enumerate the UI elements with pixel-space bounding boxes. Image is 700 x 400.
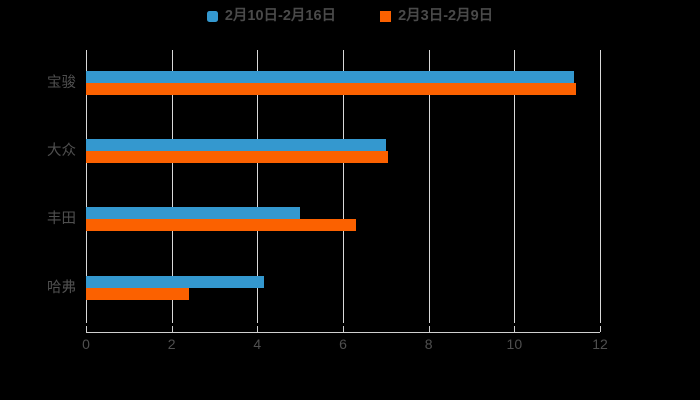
x-axis-tick-label: 12 xyxy=(592,336,608,352)
bar-1-4[interactable] xyxy=(86,275,264,288)
bar-1-1[interactable] xyxy=(86,70,575,83)
x-axis-tick xyxy=(86,326,87,332)
x-axis-tick xyxy=(600,326,601,332)
chart-legend: 2月10日-2月16日 2月3日-2月9日 xyxy=(0,0,700,32)
x-gridline xyxy=(514,50,516,323)
y-axis-category-label: 宝骏 xyxy=(47,74,76,91)
legend-swatch-icon-series-1 xyxy=(206,10,218,22)
x-axis-line xyxy=(86,332,600,333)
plot-area xyxy=(86,50,601,323)
x-axis-tick xyxy=(428,326,430,332)
y-axis-category-label: 丰田 xyxy=(47,211,76,228)
x-axis-tick-label: 4 xyxy=(253,336,262,352)
legend-item-series-2[interactable]: 2月3日-2月9日 xyxy=(380,9,493,24)
y-axis-category-label: 大众 xyxy=(47,143,76,159)
x-gridline xyxy=(428,50,430,323)
x-gridline xyxy=(600,50,601,323)
x-gridline xyxy=(86,50,87,323)
bar-1-2[interactable] xyxy=(86,139,386,151)
bar-2-1[interactable] xyxy=(86,82,577,95)
x-gridline xyxy=(343,50,344,323)
x-axis-tick-label: 2 xyxy=(167,336,176,352)
legend-swatch-icon-series-2 xyxy=(380,10,392,22)
legend-label-series-2: 2月3日-2月9日 xyxy=(398,7,494,24)
legend-label-series-1: 2月10日-2月16日 xyxy=(224,7,337,24)
x-axis-tick-label: 0 xyxy=(82,336,90,352)
x-axis-tick-label: 10 xyxy=(506,336,523,352)
legend-item-series-1[interactable]: 2月10日-2月16日 xyxy=(206,7,337,24)
bar-2-4[interactable] xyxy=(86,287,189,300)
bar-2-2[interactable] xyxy=(86,151,388,163)
x-gridline xyxy=(257,50,259,323)
bar-2-3[interactable] xyxy=(86,219,356,232)
x-axis-tick-label: 8 xyxy=(424,336,433,352)
bar-1-3[interactable] xyxy=(86,207,301,220)
x-axis-tick xyxy=(514,326,516,332)
y-axis-category-label: 哈弗 xyxy=(47,279,76,296)
x-axis-tick xyxy=(257,326,259,332)
x-axis-tick xyxy=(171,326,173,332)
x-gridline xyxy=(171,50,173,323)
x-axis-tick-label: 6 xyxy=(339,336,347,352)
x-axis-tick xyxy=(343,326,344,332)
